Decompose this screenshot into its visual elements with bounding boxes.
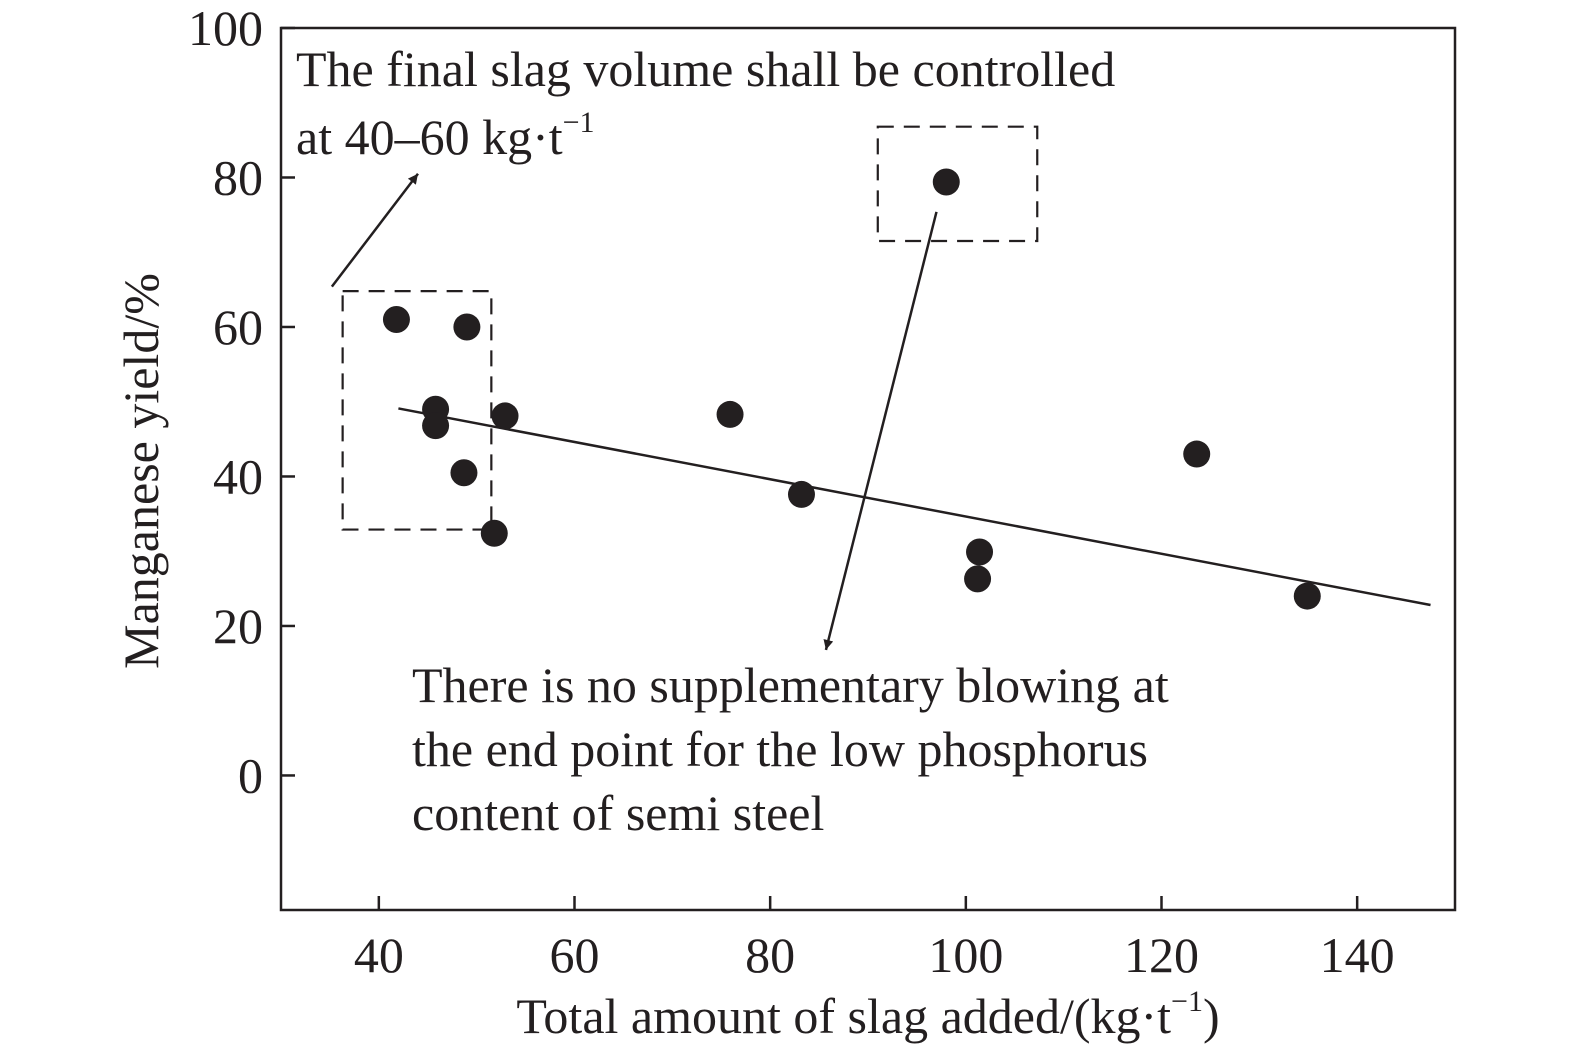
annotation-text: at 40–60 kg·t−1 (296, 106, 595, 165)
highlight-regions (341, 125, 1039, 531)
y-tick-label: 80 (213, 149, 263, 205)
data-point (422, 412, 450, 440)
trend-line (398, 407, 1431, 607)
highlight-region (876, 125, 1039, 243)
y-tick-label: 60 (213, 299, 263, 355)
data-point (716, 400, 744, 428)
annotation-text: The final slag volume shall be controlle… (296, 41, 1115, 97)
plot-frame (279, 26, 1457, 912)
y-tick-label: 20 (213, 598, 263, 654)
x-tick-label: 40 (354, 927, 404, 983)
annotation-arrow (330, 172, 419, 288)
data-point (480, 519, 508, 547)
data-point (491, 402, 519, 430)
x-axis-ticks: 40 60 80 100 120 140 (354, 896, 1395, 983)
data-point (1183, 440, 1211, 468)
data-point (964, 565, 992, 593)
data-point (1293, 582, 1321, 610)
annotation-arrow (823, 211, 938, 651)
annotation-text: There is no supplementary blowing at (412, 657, 1169, 713)
annotation-text: the end point for the low phosphorus (412, 721, 1148, 777)
y-axis-ticks: 0 20 40 60 80 100 (188, 0, 295, 803)
highlight-region (341, 290, 493, 531)
x-tick-label: 120 (1124, 927, 1199, 983)
data-point (787, 480, 815, 508)
x-tick-label: 60 (550, 927, 600, 983)
annotation-text: content of semi steel (412, 785, 824, 841)
x-tick-label: 80 (745, 927, 795, 983)
data-point (382, 306, 410, 334)
data-points (382, 168, 1321, 610)
y-axis-title: Manganese yield/% (113, 273, 169, 669)
y-tick-label: 40 (213, 448, 263, 504)
data-point (450, 459, 478, 487)
x-axis-title: Total amount of slag added/(kg·t−1) (516, 985, 1219, 1044)
annotations: The final slag volume shall be controlle… (296, 41, 1169, 841)
data-point (932, 168, 960, 196)
x-tick-label: 100 (928, 927, 1003, 983)
data-point (966, 538, 994, 566)
x-tick-label: 140 (1320, 927, 1395, 983)
y-tick-label: 100 (188, 0, 263, 56)
data-point (453, 313, 481, 341)
annotation-arrows (330, 172, 938, 651)
y-tick-label: 0 (238, 747, 263, 803)
